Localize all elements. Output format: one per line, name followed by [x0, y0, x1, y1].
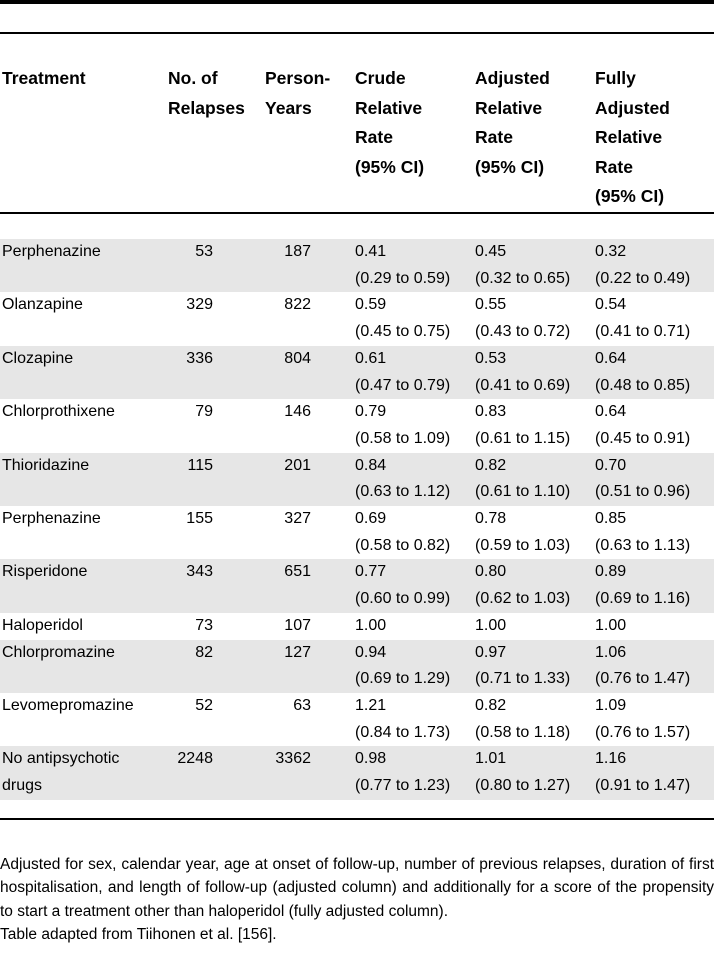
column-header-crude-rate: Crude Relative Rate (95% CI) — [355, 68, 425, 177]
table-body: Perphenazine 53 187 0.41 (0.29 to 0.59) 0.45… — [0, 239, 714, 800]
table-row: Risperidone 343 651 0.77 (0.60 to 0.99) 0.80… — [0, 559, 714, 613]
fully-adjusted-rate-cell: 0.70 (0.51 to 0.96) — [595, 456, 691, 501]
treatment-cell: No antipsychotic drugs — [2, 750, 120, 795]
person-years-cell: 651 — [284, 563, 311, 581]
crude-rate-cell: 0.84 (0.63 to 1.12) — [355, 456, 451, 501]
fully-adjusted-rate-cell: 1.00 — [595, 616, 627, 634]
treatment-cell: Levomepromazine — [2, 696, 134, 714]
adjusted-rate-cell: 1.01 (0.80 to 1.27) — [475, 750, 571, 795]
person-years-cell: 107 — [284, 616, 311, 634]
treatment-cell: Risperidone — [2, 563, 88, 581]
adjusted-rate-cell: 0.55 (0.43 to 0.72) — [475, 296, 571, 341]
treatment-cell: Haloperidol — [2, 616, 83, 634]
person-years-cell: 63 — [293, 696, 311, 714]
table-row: Olanzapine 329 822 0.59 (0.45 to 0.75) 0.55 … — [0, 292, 714, 345]
crude-rate-cell: 0.94 (0.69 to 1.29) — [355, 643, 451, 688]
person-years-cell: 146 — [284, 403, 311, 421]
relapses-cell: 73 — [195, 616, 213, 634]
person-years-cell: 327 — [284, 510, 311, 528]
column-header-relapses: No. of Relapses — [168, 68, 245, 118]
crude-rate-cell: 0.69 (0.58 to 0.82) — [355, 510, 451, 554]
adjusted-rate-cell: 0.82 (0.61 to 1.10) — [475, 456, 571, 501]
adjusted-rate-cell: 0.45 (0.32 to 0.65) — [475, 243, 571, 287]
relapses-cell: 115 — [187, 456, 213, 474]
fully-adjusted-rate-cell: 0.85 (0.63 to 1.13) — [595, 510, 691, 554]
table-row: Perphenazine 155 327 0.69 (0.58 to 0.82) 0.7… — [0, 506, 714, 559]
person-years-cell: 3362 — [275, 750, 311, 768]
table-row: Chlorpromazine 82 127 0.94 (0.69 to 1.29) 0.… — [0, 639, 714, 693]
crude-rate-cell: 0.77 (0.60 to 0.99) — [355, 563, 451, 608]
column-header-adjusted-rate: Adjusted Relative Rate (95% CI) — [475, 68, 550, 177]
crude-rate-cell: 1.00 — [355, 616, 387, 634]
fully-adjusted-rate-cell: 1.16 (0.91 to 1.47) — [595, 750, 691, 795]
relapses-cell: 53 — [195, 243, 213, 260]
adjusted-rate-cell: 1.00 — [475, 616, 507, 634]
fully-adjusted-rate-cell: 0.89 (0.69 to 1.16) — [595, 563, 691, 608]
table-row: No antipsychotic drugs 2248 3362 0.98 (0.77… — [0, 746, 714, 800]
person-years-cell: 187 — [284, 243, 311, 260]
relapses-cell: 2248 — [177, 750, 213, 768]
table-row: Haloperidol 73 107 1.00 1.00 1.00 — [0, 613, 714, 640]
treatment-cell: Chlorprothixene — [2, 403, 115, 421]
adjusted-rate-cell: 0.53 (0.41 to 0.69) — [475, 349, 571, 394]
table-row: Levomepromazine 52 63 1.21 (0.84 to 1.73) 0.… — [0, 693, 714, 746]
table-row: Thioridazine 115 201 0.84 (0.63 to 1.12) 0.8… — [0, 452, 714, 507]
adjusted-rate-cell: 0.83 (0.61 to 1.15) — [475, 403, 571, 447]
relapses-cell: 79 — [195, 403, 213, 421]
treatment-cell: Chlorpromazine — [2, 643, 115, 661]
table-row: Chlorprothixene 79 146 0.79 (0.58 to 1.09) 0… — [0, 399, 714, 452]
fully-adjusted-rate-cell: 0.64 (0.48 to 0.85) — [595, 349, 691, 394]
treatment-cell: Thioridazine — [2, 456, 90, 474]
header-top-rule — [0, 32, 714, 34]
person-years-cell: 804 — [284, 349, 311, 367]
fully-adjusted-rate-cell: 0.54 (0.41 to 0.71) — [595, 296, 691, 341]
treatment-cell: Perphenazine — [2, 510, 101, 528]
relapses-cell: 155 — [186, 510, 213, 528]
person-years-cell: 822 — [284, 296, 311, 314]
treatment-cell: Perphenazine — [2, 243, 101, 260]
fully-adjusted-rate-cell: 0.32 (0.22 to 0.49) — [595, 243, 691, 287]
fully-adjusted-rate-cell: 1.09 (0.76 to 1.57) — [595, 696, 691, 741]
table-row: Clozapine 336 804 0.61 (0.47 to 0.79) 0.53 (… — [0, 345, 714, 400]
top-rule — [0, 0, 714, 4]
relapses-cell: 52 — [195, 696, 213, 714]
header-bottom-rule — [0, 212, 714, 214]
treatment-cell: Olanzapine — [2, 296, 83, 314]
relapses-cell: 82 — [195, 643, 213, 661]
column-header-treatment: Treatment — [2, 68, 86, 88]
adjusted-rate-cell: 0.78 (0.59 to 1.03) — [475, 510, 571, 554]
crude-rate-cell: 0.98 (0.77 to 1.23) — [355, 750, 451, 795]
adjusted-rate-cell: 0.82 (0.58 to 1.18) — [475, 696, 571, 741]
person-years-cell: 201 — [284, 456, 311, 474]
crude-rate-cell: 0.41 (0.29 to 0.59) — [355, 243, 451, 287]
person-years-cell: 127 — [284, 643, 311, 661]
source-footnote: Table adapted from Tiihonen et al. [156]… — [0, 926, 277, 944]
fully-adjusted-rate-cell: 1.06 (0.76 to 1.47) — [595, 643, 691, 688]
table-bottom-rule — [0, 817, 714, 820]
crude-rate-cell: 0.79 (0.58 to 1.09) — [355, 403, 451, 447]
column-header-person-years: Person- Years — [265, 68, 331, 118]
relapses-cell: 343 — [186, 563, 213, 581]
crude-rate-cell: 1.21 (0.84 to 1.73) — [355, 696, 451, 741]
relapses-cell: 336 — [186, 349, 213, 367]
column-header-fully-adjusted-rate: Fully Adjusted Relative Rate (95% CI) — [595, 68, 670, 206]
adjusted-rate-cell: 0.97 (0.71 to 1.33) — [475, 643, 571, 688]
table-row: Perphenazine 53 187 0.41 (0.29 to 0.59) 0.45… — [0, 239, 714, 293]
crude-rate-cell: 0.61 (0.47 to 0.79) — [355, 349, 451, 394]
crude-rate-cell: 0.59 (0.45 to 0.75) — [355, 296, 451, 341]
adjusted-rate-cell: 0.80 (0.62 to 1.03) — [475, 563, 571, 608]
relapses-cell: 329 — [186, 296, 213, 314]
adjustment-footnote: Adjusted for sex, calendar year, age at … — [0, 855, 714, 920]
fully-adjusted-rate-cell: 0.64 (0.45 to 0.91) — [595, 403, 691, 447]
table-header-row: Treatment No. of Relapses Person- Years … — [0, 64, 714, 212]
treatment-cell: Clozapine — [2, 349, 74, 367]
